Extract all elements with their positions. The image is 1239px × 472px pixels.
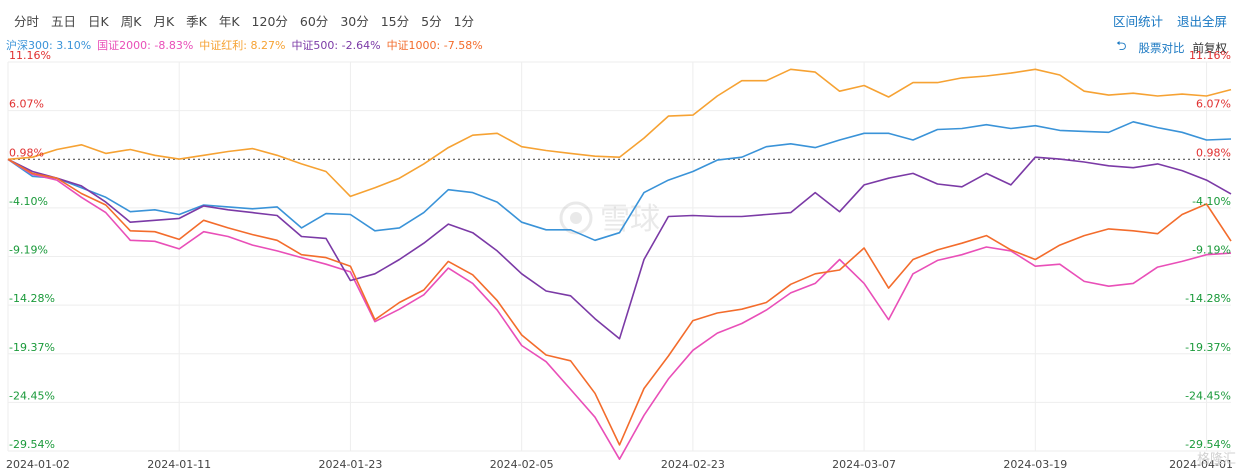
series-line-4 [7,158,1232,446]
x-tick-label: 2024-03-07 [832,458,896,471]
tab-monthly-k[interactable]: 月K [153,14,175,29]
tab-weekly-k[interactable]: 周K [120,14,142,29]
y-tick-label-left: -4.10% [9,195,48,208]
y-tick-label-right: 11.16% [1189,49,1231,62]
tab-daily-k[interactable]: 日K [88,14,109,29]
series-line-2 [7,68,1232,198]
grid-layer [7,61,1231,452]
toolbar: 分时 五日 日K 周K 月K 季K 年K 120分 60分 30分 15分 5分… [0,0,1239,36]
legend-gz2000[interactable]: 国证2000: -8.83% [97,39,194,52]
series-line-0 [7,121,1232,242]
y-tick-label-left: -19.37% [9,341,55,354]
y-tick-label-left: -9.19% [9,244,48,257]
y-tick-label-left: 11.16% [9,49,51,62]
watermark-text: 雪球 [600,202,660,237]
watermark-logo [559,201,593,235]
x-tick-label: 2024-04-01 [1169,458,1233,471]
x-axis: 2024-01-02 2024-01-11 2024-01-23 2024-02-05… [6,458,1233,471]
x-tick-label: 2024-02-23 [661,458,725,471]
tab-five-day[interactable]: 五日 [51,14,77,29]
range-stats-link[interactable]: 区间统计 [1112,14,1163,29]
tab-120min[interactable]: 120分 [251,14,288,29]
x-tick-label: 2024-02-05 [490,458,554,471]
x-tick-label: 2024-01-23 [318,458,382,471]
period-tabs: 分时 五日 日K 周K 月K 季K 年K 120分 60分 30分 15分 5分… [8,9,480,32]
legend-zz500[interactable]: 中证500: -2.64% [291,39,381,52]
y-tick-label-left: -24.45% [9,389,55,402]
tab-yearly-k[interactable]: 年K [218,14,240,29]
x-tick-label: 2024-01-02 [6,458,70,471]
corner-watermark: 格隆汇 [1197,451,1236,467]
y-tick-label-left: 6.07% [9,98,44,111]
y-tick-label-left: -14.28% [9,292,55,305]
tab-30min[interactable]: 30分 [340,14,369,29]
y-tick-label-right: -4.10% [1192,195,1231,208]
back-arrow-icon[interactable]: ⮌ [1116,39,1127,54]
watermark: 雪球 [559,201,660,237]
y-tick-label-right: -9.19% [1192,244,1231,257]
tab-1min[interactable]: 1分 [453,14,475,29]
legend-hs300[interactable]: 沪深300: 3.10% [6,39,92,52]
y-tick-label-right: 6.07% [1196,98,1231,111]
tab-intraday[interactable]: 分时 [14,14,40,29]
y-tick-label-right: -29.54% [1185,438,1231,451]
series-layer [7,68,1232,460]
stock-compare-link[interactable]: 股票对比 [1138,41,1185,55]
x-tick-label: 2024-01-11 [147,458,211,471]
adjust-mode-label[interactable]: 前复权 [1192,41,1228,55]
y-tick-label-right: -24.45% [1185,389,1231,402]
y-axis-left: 11.16% 6.07% 0.98% -4.10% -9.19% -14.28% -19.3… [9,49,55,451]
tab-quarterly-k[interactable]: 季K [186,14,207,29]
y-axis-right: 11.16% 6.07% 0.98% -4.10% -9.19% -14.28% -19.3… [1185,49,1231,451]
series-line-3 [7,156,1232,340]
x-tick-label: 2024-03-19 [1003,458,1067,471]
tab-5min[interactable]: 5分 [421,14,442,29]
tab-60min[interactable]: 60分 [299,14,329,29]
exit-fullscreen-link[interactable]: 退出全屏 [1176,14,1227,29]
y-tick-label-right: -14.28% [1185,292,1231,305]
y-tick-label-right: 0.98% [1196,146,1231,159]
series-line-1 [7,158,1232,460]
chart-legend: 沪深300: 3.10% 国证2000: -8.83% 中证红利: 8.27% … [6,37,489,53]
y-tick-label-left: -29.54% [9,438,55,451]
y-tick-label-right: -19.37% [1185,341,1231,354]
legend-zzhl[interactable]: 中证红利: 8.27% [199,39,286,52]
y-tick-label-left: 0.98% [9,146,44,159]
tab-15min[interactable]: 15分 [380,14,410,29]
compare-tools: ⮌ 股票对比 前复权 [1116,37,1227,59]
legend-zz1000[interactable]: 中证1000: -7.58% [386,39,483,52]
right-tools: 区间统计 退出全屏 [1099,11,1227,30]
